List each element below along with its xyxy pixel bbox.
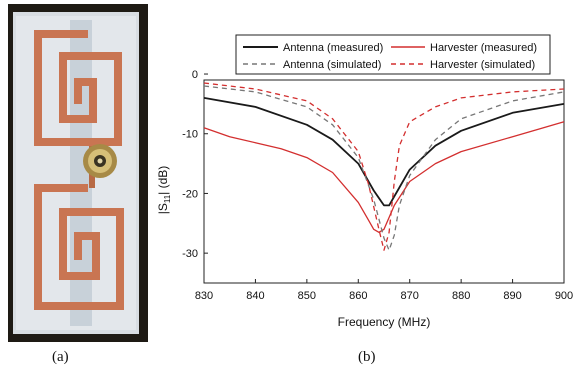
antenna-photo (8, 4, 148, 342)
x-tick-label: 830 (195, 290, 213, 302)
x-axis-title: Frequency (MHz) (338, 315, 431, 329)
plot-area (203, 79, 565, 284)
series-line-harvester-simulated (203, 82, 565, 251)
x-tick-label: 890 (503, 290, 521, 302)
x-tick-label: 900 (555, 290, 573, 302)
legend-label-antenna-simulated: Antenna (simulated) (283, 59, 381, 71)
y-tick-label: -10 (182, 129, 198, 141)
x-tick-label: 840 (246, 290, 264, 302)
caption-a: (a) (52, 349, 69, 365)
legend-label-harvester-measured: Harvester (measured) (430, 42, 537, 54)
y-tick-label: -20 (182, 188, 198, 200)
x-tick-label: 850 (298, 290, 316, 302)
legend-label-antenna-measured: Antenna (measured) (283, 42, 383, 54)
series-line-harvester-measured (203, 121, 565, 233)
y-tick-label: 0 (192, 69, 198, 81)
series-line-antenna-simulated (203, 85, 565, 251)
legend: Antenna (measured) Harvester (measured) … (235, 34, 551, 75)
s11-chart: 830 840 850 860 870 880 890 900 0 -10 -20 -30 Anten… (156, 34, 573, 329)
series-line-antenna-measured (203, 97, 565, 207)
x-tick-label: 870 (401, 290, 419, 302)
caption-b: (b) (358, 349, 376, 365)
y-axis-title: |S11| (dB) (156, 166, 172, 215)
legend-label-harvester-simulated: Harvester (simulated) (430, 59, 535, 71)
x-tick-label: 880 (452, 290, 470, 302)
x-tick-label: 860 (349, 290, 367, 302)
y-tick-label: -30 (182, 248, 198, 260)
